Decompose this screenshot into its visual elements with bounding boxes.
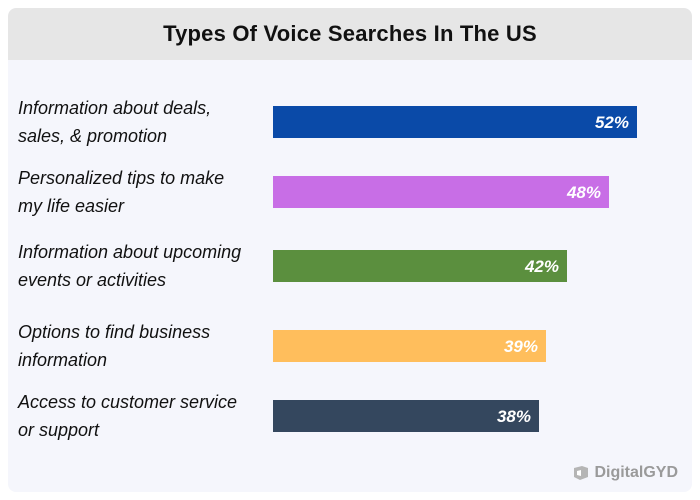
bar (273, 400, 539, 432)
brand-name: DigitalGYD (594, 464, 678, 481)
chart-card: Types Of Voice Searches In The US Inform… (8, 8, 692, 492)
bar (273, 330, 546, 362)
category-label: Access to customer service or support (17, 392, 237, 440)
brand-watermark: DigitalGYD (572, 464, 678, 482)
value-label: 39% (504, 337, 538, 356)
chart-title: Types Of Voice Searches In The US (163, 21, 537, 46)
value-label: 38% (497, 407, 531, 426)
value-label: 48% (566, 183, 601, 202)
category-label: Information about deals, sales, & promoti… (18, 98, 211, 146)
title-bar: Types Of Voice Searches In The US (8, 8, 692, 60)
value-label: 42% (524, 257, 559, 276)
value-label: 52% (595, 113, 629, 132)
bar-chart: Information about deals, sales, & promoti… (17, 98, 637, 440)
digitalgyd-logo-icon (574, 466, 589, 480)
category-label: Information about upcoming events or acti… (18, 242, 241, 290)
category-label: Options to find business information (18, 322, 210, 370)
category-label: Personalized tips to make my life easier (18, 168, 224, 216)
bar (273, 106, 637, 138)
bar (273, 176, 609, 208)
bar (273, 250, 567, 282)
